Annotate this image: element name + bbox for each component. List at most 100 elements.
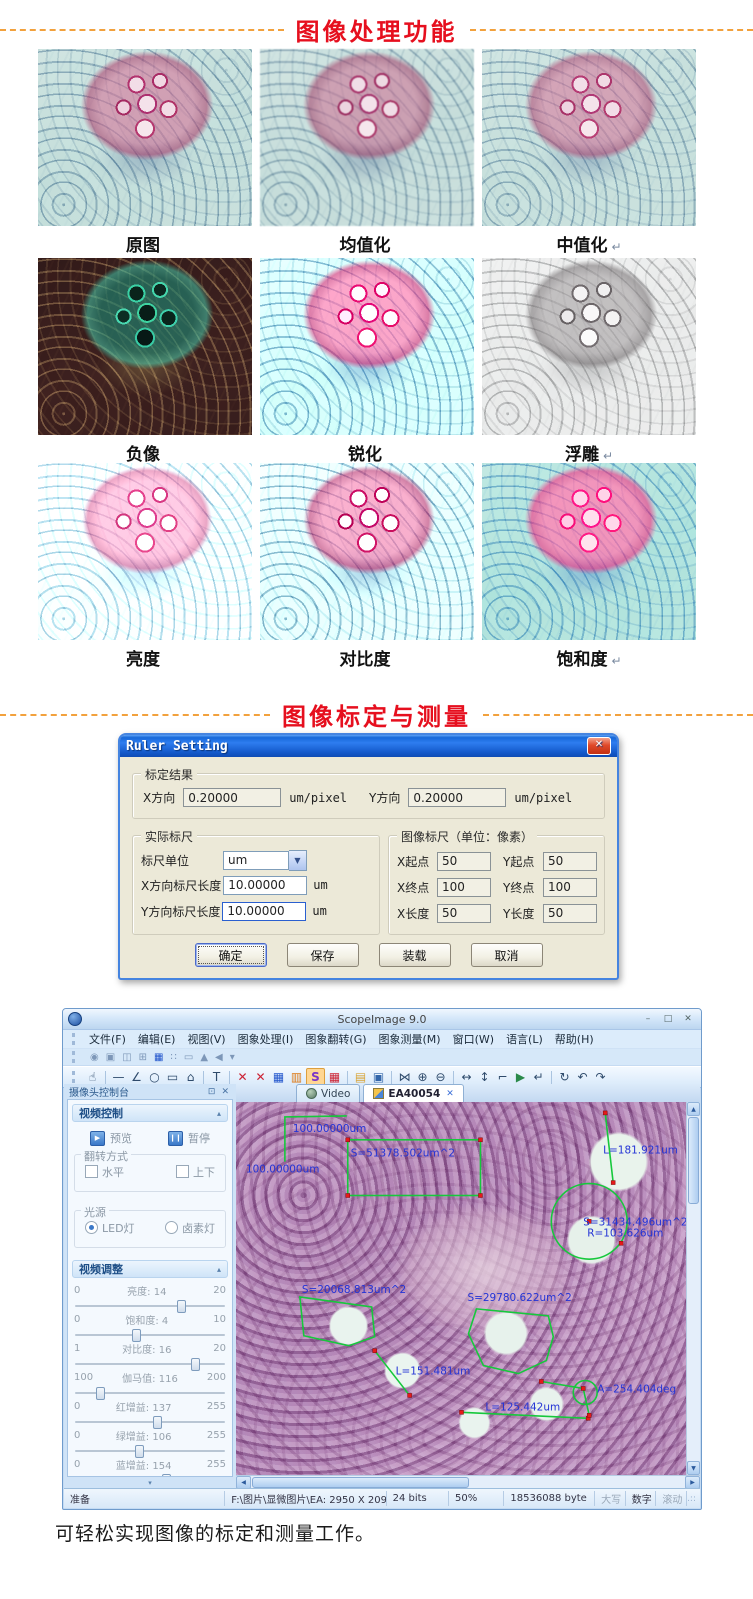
angle-tool-icon[interactable]: ∠ bbox=[131, 1070, 142, 1084]
menu-help[interactable]: 帮助(H) bbox=[554, 1033, 594, 1046]
hand-tool-icon[interactable]: ☝ bbox=[88, 1070, 97, 1084]
slider-handle[interactable] bbox=[190, 1358, 200, 1371]
menu-image-flip[interactable]: 图象翻转(G) bbox=[305, 1033, 367, 1046]
flip-vertical-checkbox[interactable]: 上下 bbox=[176, 1164, 215, 1180]
collapse-icon[interactable]: ▴ bbox=[216, 1264, 221, 1274]
slider-handle[interactable] bbox=[153, 1416, 162, 1429]
pause-button[interactable]: ❙❙ 暂停 bbox=[168, 1130, 210, 1146]
area-rectangle[interactable] bbox=[346, 1139, 482, 1197]
flip-horizontal-checkbox[interactable]: 水平 bbox=[85, 1164, 124, 1180]
next-icon[interactable]: ◀ bbox=[215, 1051, 223, 1063]
menu-language[interactable]: 语言(L) bbox=[506, 1033, 543, 1046]
slider-track[interactable] bbox=[75, 1358, 225, 1371]
x-end-field[interactable]: 100 bbox=[437, 877, 491, 897]
line-tool-icon[interactable]: — bbox=[112, 1070, 125, 1084]
slider-handle[interactable] bbox=[96, 1387, 105, 1400]
slider-track[interactable] bbox=[75, 1445, 225, 1458]
measure-circle[interactable] bbox=[550, 1182, 628, 1260]
delete-tool-icon[interactable]: ✕ bbox=[237, 1070, 248, 1084]
measure-line-2[interactable] bbox=[374, 1350, 411, 1396]
collapse-icon[interactable]: ▴ bbox=[216, 1108, 221, 1118]
delete-all-tool-icon[interactable]: ✕ bbox=[255, 1070, 266, 1084]
tab-image-ea40054[interactable]: EA40054 ✕ bbox=[363, 1084, 464, 1102]
tab-video[interactable]: Video bbox=[296, 1084, 361, 1102]
scrollbar-thumb[interactable] bbox=[688, 1117, 699, 1204]
preview-button[interactable]: ▶ 预览 bbox=[90, 1130, 132, 1146]
slider-track[interactable] bbox=[75, 1300, 225, 1313]
maximize-icon[interactable]: □ bbox=[663, 1013, 673, 1024]
y-direction-field[interactable]: 0.20000 bbox=[408, 788, 507, 807]
zoom-out-icon[interactable]: ⊖ bbox=[435, 1070, 446, 1084]
micrograph-view[interactable]: 100.00000um 100.00000um S=51378.502um^2 … bbox=[236, 1102, 686, 1475]
polygon-tool-icon[interactable]: ⌂ bbox=[186, 1070, 195, 1084]
actual-size-icon[interactable]: ⋈ bbox=[398, 1070, 411, 1084]
resize-grip-icon[interactable]: .:: bbox=[687, 1493, 696, 1504]
close-icon[interactable]: ✕ bbox=[684, 1013, 692, 1024]
calibration-icon[interactable]: S bbox=[306, 1067, 325, 1087]
grid-view-icon[interactable]: ▦ bbox=[154, 1051, 164, 1063]
dialog-titlebar[interactable]: Ruler Setting ✕ bbox=[120, 735, 617, 757]
slider-handle[interactable] bbox=[132, 1329, 141, 1342]
measure-polygon-1[interactable] bbox=[298, 1296, 376, 1347]
scroll-up-icon[interactable]: ▲ bbox=[687, 1102, 700, 1116]
y-ruler-length-field[interactable]: 10.00000 bbox=[222, 901, 307, 921]
scrollbar-thumb[interactable] bbox=[252, 1477, 469, 1488]
ok-button[interactable]: 确定 bbox=[194, 943, 267, 967]
calibration-ruler[interactable] bbox=[284, 1115, 347, 1162]
slider-track[interactable] bbox=[75, 1329, 225, 1342]
y-start-field[interactable]: 50 bbox=[543, 851, 597, 871]
scroll-down-icon[interactable]: ▼ bbox=[687, 1461, 700, 1475]
play-icon[interactable]: ▶ bbox=[515, 1070, 526, 1084]
redo-icon[interactable]: ↷ bbox=[595, 1070, 606, 1084]
power-icon[interactable]: ◉ bbox=[90, 1051, 99, 1063]
measure-table-icon[interactable]: ▦ bbox=[272, 1070, 285, 1084]
vertical-scrollbar[interactable]: ▲ ▼ bbox=[686, 1102, 700, 1475]
zoom-in-icon[interactable]: ⊕ bbox=[417, 1070, 428, 1084]
window-titlebar[interactable]: ScopeImage 9.0 – □ ✕ bbox=[63, 1009, 701, 1030]
fit-height-icon[interactable]: ↕ bbox=[479, 1070, 490, 1084]
menu-image-process[interactable]: 图象处理(I) bbox=[237, 1033, 294, 1046]
menu-edit[interactable]: 编辑(E) bbox=[137, 1033, 176, 1046]
toolbar-drag-handle[interactable] bbox=[72, 1033, 78, 1045]
slider-handle[interactable] bbox=[177, 1300, 186, 1313]
measure-line-3[interactable] bbox=[461, 1411, 589, 1420]
open-image-icon[interactable]: ⊞ bbox=[138, 1051, 148, 1063]
minimize-icon[interactable]: – bbox=[645, 1013, 651, 1024]
measure-line-1[interactable] bbox=[604, 1112, 614, 1183]
undo-icon[interactable]: ↶ bbox=[577, 1070, 588, 1084]
video-control-section-header[interactable]: 视频控制 ▴ bbox=[72, 1104, 228, 1122]
led-radio[interactable]: LED灯 bbox=[85, 1220, 135, 1236]
menu-window[interactable]: 窗口(W) bbox=[452, 1033, 495, 1046]
close-icon[interactable]: ✕ bbox=[221, 1086, 229, 1097]
x-ruler-length-field[interactable]: 10.00000 bbox=[223, 875, 308, 895]
measure-polygon-2[interactable] bbox=[467, 1308, 555, 1375]
ellipse-tool-icon[interactable]: ○ bbox=[149, 1070, 160, 1084]
video-icon[interactable]: ◫ bbox=[122, 1051, 132, 1063]
x-length-field[interactable]: 50 bbox=[437, 903, 491, 923]
scroll-left-icon[interactable]: ◀ bbox=[236, 1476, 251, 1489]
panel-collapse-strip[interactable]: ▾ bbox=[64, 1477, 236, 1489]
save-file-icon[interactable]: ▣ bbox=[372, 1070, 385, 1084]
slider-track[interactable] bbox=[75, 1416, 225, 1429]
x-direction-field[interactable]: 0.20000 bbox=[183, 788, 282, 807]
rect-tool-icon[interactable]: ▭ bbox=[166, 1070, 179, 1084]
merge-layers-icon[interactable]: ▦ bbox=[328, 1070, 341, 1084]
thumbnails-icon[interactable]: ∷ bbox=[170, 1051, 177, 1063]
close-icon[interactable]: ✕ bbox=[587, 737, 611, 755]
video-adjust-section-header[interactable]: 视频调整 ▴ bbox=[72, 1260, 228, 1278]
toolbar-drag-handle[interactable] bbox=[72, 1051, 78, 1063]
menu-view[interactable]: 视图(V) bbox=[187, 1033, 226, 1046]
crop-icon[interactable]: ⌐ bbox=[497, 1070, 508, 1084]
slider-handle[interactable] bbox=[162, 1474, 171, 1476]
pin-icon[interactable]: ⊡ bbox=[207, 1086, 216, 1097]
cancel-button[interactable]: 取消 bbox=[470, 943, 543, 967]
fullscreen-icon[interactable]: ▭ bbox=[183, 1051, 194, 1063]
toolbar-overflow-icon[interactable]: ▾ bbox=[229, 1051, 235, 1063]
ruler-tool-icon[interactable]: ▥ bbox=[290, 1070, 303, 1084]
menu-image-measure[interactable]: 图象测量(M) bbox=[378, 1033, 441, 1046]
slider-handle[interactable] bbox=[135, 1445, 144, 1458]
ruler-unit-select[interactable]: um bbox=[223, 850, 289, 870]
open-file-icon[interactable]: ▤ bbox=[354, 1070, 367, 1084]
close-tab-icon[interactable]: ✕ bbox=[446, 1088, 454, 1099]
slider-track[interactable] bbox=[75, 1387, 225, 1400]
